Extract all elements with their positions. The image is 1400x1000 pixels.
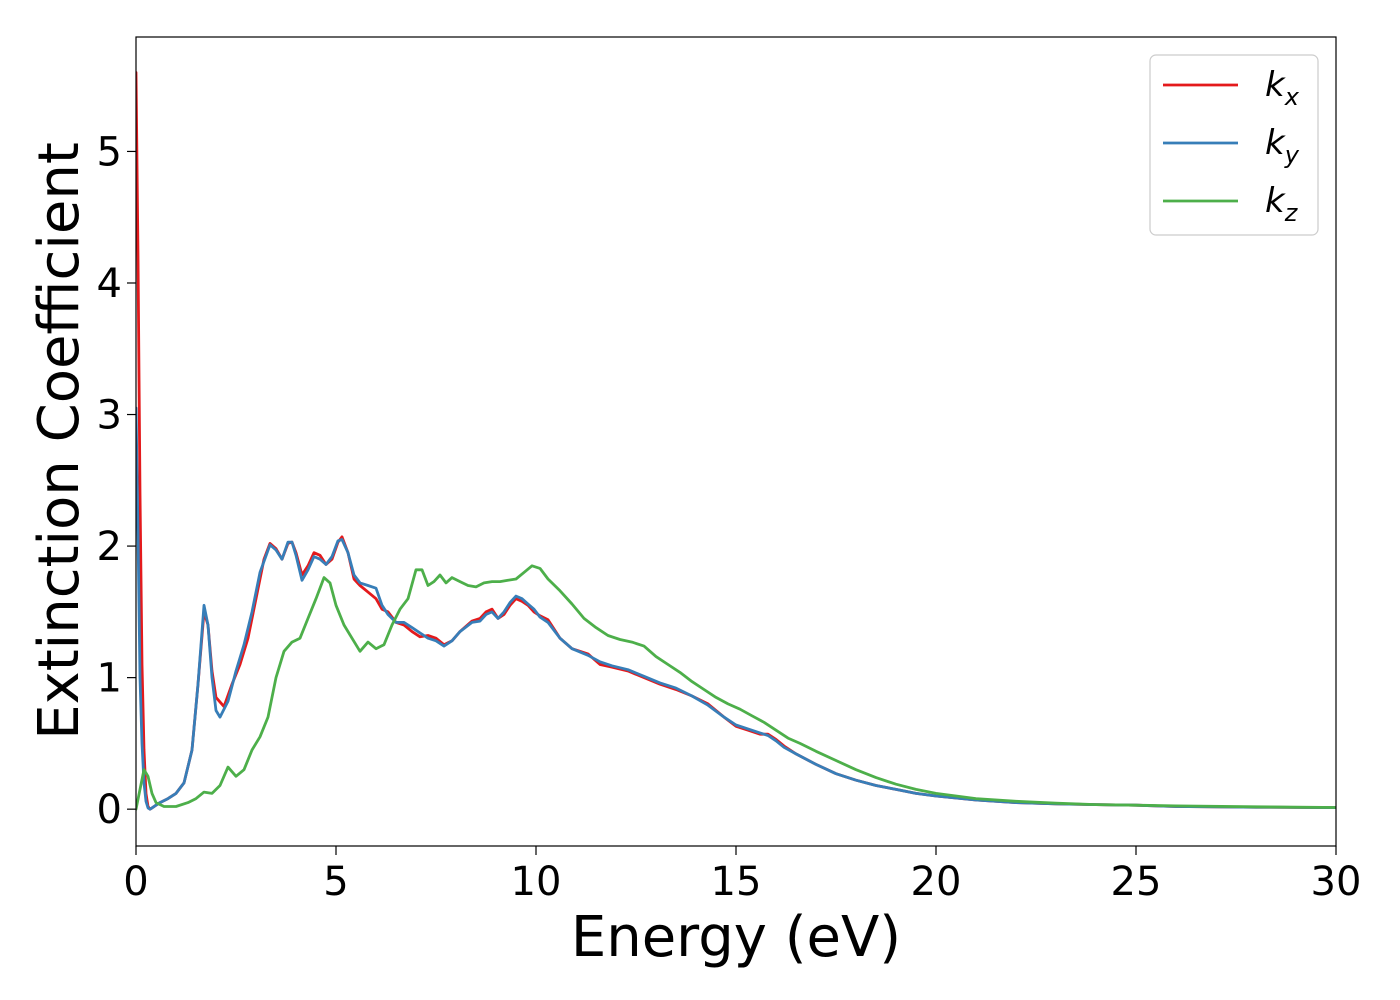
series-line-y — [136, 406, 1336, 811]
legend-label-x: kx — [1265, 65, 1300, 111]
y-axis: 0 1 2 3 4 5 — [97, 129, 136, 833]
legend-label-y: ky — [1265, 123, 1300, 169]
x-tick-label: 10 — [511, 859, 562, 905]
y-axis-label: Extinction Coefficient — [27, 142, 92, 740]
x-tick-label: 20 — [911, 859, 962, 905]
y-tick-label: 4 — [97, 261, 122, 307]
x-tick-label: 25 — [1111, 859, 1162, 905]
x-tick-label: 5 — [323, 859, 348, 905]
x-tick-label: 30 — [1311, 859, 1362, 905]
series-line-z — [136, 564, 1336, 811]
legend-box — [1149, 54, 1319, 236]
plot-area — [136, 37, 1336, 846]
x-axis-label: Energy (eV) — [571, 905, 901, 970]
y-tick-label: 5 — [97, 129, 122, 175]
x-tick-label: 0 — [123, 859, 148, 905]
y-tick-label: 1 — [97, 656, 122, 702]
y-tick-label: 0 — [97, 787, 122, 833]
series-layer — [136, 71, 1336, 811]
legend: kx ky kz — [1149, 54, 1319, 236]
y-tick-label: 3 — [97, 393, 122, 439]
legend-label-z: kz — [1265, 181, 1299, 227]
y-tick-label: 2 — [97, 524, 122, 570]
x-tick-label: 15 — [711, 859, 762, 905]
x-axis: 0 5 10 15 20 25 30 — [123, 846, 1361, 905]
